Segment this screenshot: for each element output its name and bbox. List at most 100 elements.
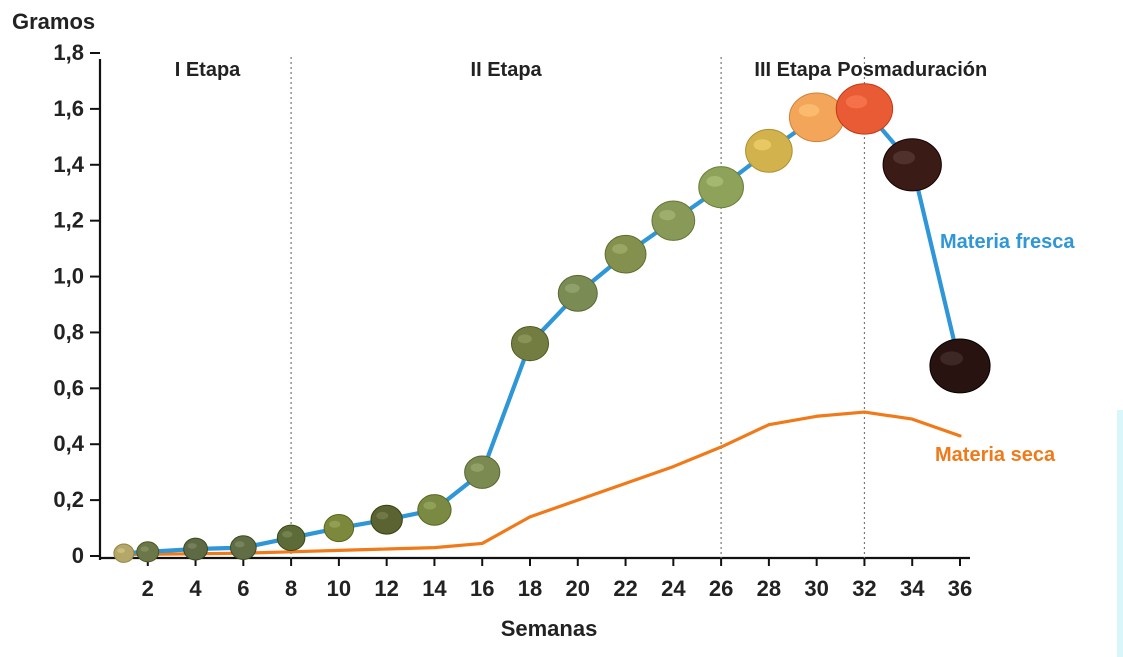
- stage-label: I Etapa: [175, 59, 241, 81]
- fruit-highlight: [612, 244, 628, 254]
- fruit-marker: [464, 455, 501, 489]
- fruit-marker: [835, 83, 894, 135]
- series-label-materia-seca: Materia seca: [935, 444, 1056, 466]
- x-tick-label: 14: [422, 576, 447, 601]
- fruit-marker: [557, 274, 598, 312]
- fruit-marker: [510, 326, 550, 362]
- data-point-materia-seca: [528, 515, 532, 519]
- fruit-body: [417, 494, 452, 526]
- fruit-body: [835, 83, 894, 135]
- fruit-body: [745, 128, 793, 173]
- fruit-marker: [882, 138, 942, 192]
- y-tick-label: 0,6: [53, 375, 84, 400]
- y-tick-label: 1,2: [53, 208, 84, 233]
- stage-label: Posmaduración: [837, 59, 987, 81]
- fruit-highlight: [798, 104, 820, 117]
- x-tick-label: 18: [518, 576, 542, 601]
- data-point-materia-seca: [289, 550, 293, 554]
- x-tick-label: 8: [285, 576, 297, 601]
- y-tick-label: 0,4: [53, 431, 84, 456]
- x-tick-label: 24: [661, 576, 686, 601]
- fruit-highlight: [117, 548, 125, 554]
- fruit-highlight: [659, 210, 676, 221]
- x-axis-title: Semanas: [501, 616, 598, 641]
- x-tick-label: 2: [142, 576, 154, 601]
- data-point-materia-seca: [958, 434, 962, 438]
- y-tick-label: 0,2: [53, 487, 84, 512]
- x-tick-label: 34: [900, 576, 925, 601]
- fruit-body: [557, 274, 598, 312]
- data-point-materia-seca: [337, 549, 341, 552]
- x-tick-label: 22: [613, 576, 637, 601]
- fruit-body: [651, 200, 696, 241]
- fruit-marker: [183, 537, 208, 561]
- fruit-highlight: [187, 543, 197, 549]
- fruit-body: [698, 166, 744, 209]
- fruit-marker: [113, 543, 135, 563]
- x-tick-label: 36: [948, 576, 972, 601]
- y-tick-label: 1,0: [53, 264, 84, 289]
- x-tick-label: 16: [470, 576, 494, 601]
- fruit-body: [183, 537, 208, 561]
- x-tick-label: 20: [566, 576, 590, 601]
- fruit-body: [510, 326, 550, 362]
- x-tick-label: 6: [237, 576, 249, 601]
- fruit-marker: [604, 234, 647, 274]
- data-point-materia-seca: [767, 423, 771, 427]
- fruit-highlight: [892, 150, 916, 165]
- fruit-marker: [229, 535, 257, 560]
- fruit-body: [136, 541, 160, 563]
- fruit-highlight: [234, 541, 245, 548]
- x-tick-label: 28: [757, 576, 781, 601]
- data-point-materia-seca: [480, 542, 484, 545]
- y-tick-label: 1,6: [53, 96, 84, 121]
- fruit-body: [464, 455, 501, 489]
- stage-label: II Etapa: [471, 59, 543, 81]
- x-tick-label: 10: [327, 576, 351, 601]
- series-label-materia-fresca: Materia fresca: [940, 231, 1075, 253]
- fruit-highlight: [329, 520, 341, 528]
- fruit-marker: [788, 92, 845, 143]
- fruit-highlight: [517, 334, 532, 344]
- data-point-materia-seca: [719, 445, 723, 449]
- data-point-materia-seca: [863, 410, 866, 414]
- data-point-materia-seca: [624, 481, 627, 485]
- data-point-materia-seca: [815, 414, 819, 418]
- fruit-highlight: [423, 501, 437, 510]
- data-point-materia-seca: [385, 547, 389, 551]
- fruit-body: [276, 524, 306, 552]
- fruit-marker: [929, 338, 991, 394]
- fruit-marker: [745, 128, 793, 173]
- fruit-body: [788, 92, 845, 143]
- fruit-marker: [698, 166, 744, 209]
- fruit-marker: [417, 494, 452, 526]
- fruit-body: [929, 338, 991, 394]
- fruit-highlight: [753, 139, 772, 151]
- fruit-highlight: [140, 546, 149, 552]
- fruit-body: [604, 234, 647, 274]
- x-tick-label: 30: [804, 576, 828, 601]
- data-point-materia-seca: [671, 465, 675, 468]
- fruit-marker: [136, 541, 160, 563]
- fruit-highlight: [470, 463, 484, 472]
- y-tick-label: 1,4: [53, 152, 84, 177]
- x-tick-label: 4: [189, 576, 202, 601]
- fruit-highlight: [706, 176, 724, 187]
- fruit-marker: [323, 513, 355, 543]
- fruit-body: [370, 504, 403, 535]
- data-point-materia-seca: [910, 417, 914, 421]
- fruit-highlight: [940, 351, 964, 366]
- y-axis-title: Gramos: [12, 9, 95, 34]
- x-tick-label: 26: [709, 576, 733, 601]
- fruit-highlight: [845, 95, 868, 109]
- y-tick-label: 1,8: [53, 40, 84, 65]
- fruit-body: [882, 138, 942, 192]
- stage-label: III Etapa: [754, 59, 832, 81]
- y-tick-label: 0: [72, 543, 84, 568]
- fruit-marker: [276, 524, 306, 552]
- fruit-marker: [370, 504, 403, 535]
- x-tick-label: 32: [852, 576, 876, 601]
- fruit-highlight: [564, 283, 580, 293]
